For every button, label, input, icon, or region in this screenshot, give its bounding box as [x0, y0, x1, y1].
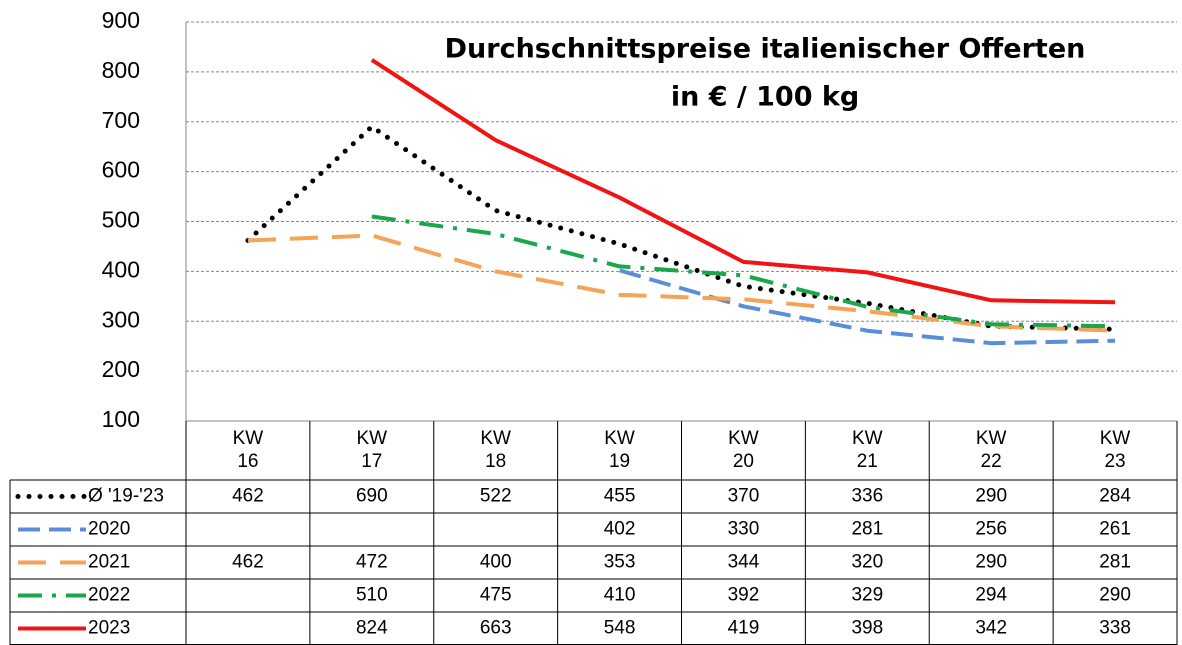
table-value: 392	[728, 585, 760, 606]
x-tick-label: KW 21	[852, 428, 883, 472]
table-value: 290	[975, 552, 1007, 573]
x-tick-label-box: KW 18	[480, 428, 511, 472]
table-value: 370	[728, 486, 760, 507]
table-value: 462	[232, 552, 264, 573]
series-line	[371, 214, 1116, 329]
x-tick-label-box: KW 19	[604, 428, 635, 472]
table-value: 548	[604, 618, 636, 639]
x-tick-label-box: KW 22	[975, 428, 1007, 472]
table-value: 462	[232, 486, 264, 507]
legend-label: Ø '19-'23	[88, 486, 164, 507]
table-value: 320	[851, 552, 883, 573]
y-tick-label: 900	[102, 7, 140, 33]
chart-title: Durchschnittspreise italienischer Offert…	[445, 34, 1086, 65]
chart-title: in € / 100 kg	[671, 82, 859, 113]
legend-label: 2023	[88, 618, 130, 639]
x-tick-label-box: KW 21	[852, 428, 883, 472]
x-tick-label: KW 16	[232, 428, 264, 472]
table-value: 330	[728, 519, 760, 540]
series-line	[619, 268, 1116, 346]
x-tick-label: KW 20	[728, 428, 759, 472]
table-value: 400	[480, 552, 512, 573]
table-value: 342	[975, 618, 1007, 639]
x-tick-label-box: KW 16	[232, 428, 264, 472]
table-value: 419	[728, 618, 760, 639]
table-value: 410	[604, 585, 636, 606]
table-value: 455	[604, 486, 636, 507]
x-tick-label-box: KW 20	[728, 428, 759, 472]
table-value: 353	[604, 552, 636, 573]
y-tick-label: 100	[102, 406, 140, 432]
table-value: 344	[728, 552, 760, 573]
table-value: 824	[356, 618, 388, 639]
legend-label: 2021	[88, 552, 130, 573]
series-line	[247, 233, 1116, 333]
legend-label: 2020	[88, 519, 130, 540]
y-tick-label: 300	[102, 306, 140, 332]
x-tick-label: KW 22	[975, 428, 1007, 472]
table-value: 336	[851, 486, 883, 507]
x-tick-label: KW 19	[604, 428, 635, 472]
table-value: 329	[851, 585, 883, 606]
y-tick-label: 700	[102, 107, 140, 133]
table-value: 402	[604, 519, 636, 540]
table-value: 261	[1099, 519, 1131, 540]
table-value: 338	[1099, 618, 1131, 639]
table-value: 510	[356, 585, 388, 606]
table-value: 398	[851, 618, 883, 639]
table-value: 284	[1099, 486, 1131, 507]
table-value: 281	[851, 519, 883, 540]
table-value: 281	[1099, 552, 1131, 573]
table-value: 663	[480, 618, 512, 639]
x-tick-label: KW 17	[356, 428, 388, 472]
x-tick-label: KW 18	[480, 428, 511, 472]
x-tick-label-box: KW 17	[356, 428, 388, 472]
table-value: 475	[480, 585, 512, 606]
y-tick-label: 200	[102, 356, 140, 382]
x-tick-label-box: KW 23	[1099, 428, 1131, 472]
table-value: 256	[975, 519, 1007, 540]
table-value: 690	[356, 486, 388, 507]
table-value: 522	[480, 486, 512, 507]
table-value: 290	[975, 486, 1007, 507]
legend-label: 2022	[88, 585, 130, 606]
series-line	[370, 58, 1116, 305]
table-value: 290	[1099, 585, 1131, 606]
y-tick-label: 800	[102, 57, 140, 83]
table-value: 294	[975, 585, 1007, 606]
y-tick-label: 400	[102, 256, 140, 282]
y-tick-label: 500	[102, 207, 140, 233]
table-value: 472	[356, 552, 388, 573]
x-tick-label: KW 23	[1099, 428, 1131, 472]
y-tick-label: 600	[102, 157, 140, 183]
